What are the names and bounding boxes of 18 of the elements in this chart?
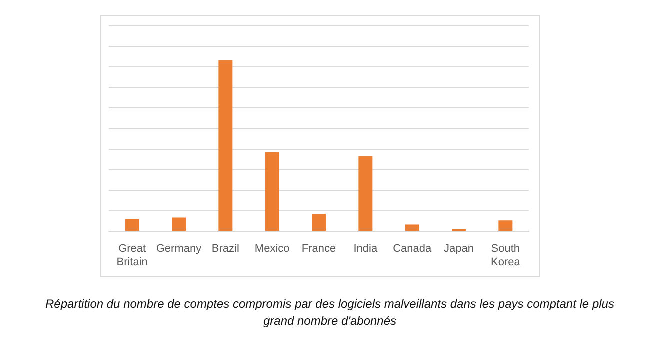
bar xyxy=(218,60,233,232)
x-tick-label: Mexico xyxy=(254,243,290,256)
bar xyxy=(312,214,326,232)
x-tick-label: Germany xyxy=(156,243,202,256)
bar xyxy=(358,156,373,232)
x-tick-label: Brazil xyxy=(212,243,240,256)
x-tick-label: Great Britain xyxy=(116,243,148,268)
x-tick-label: France xyxy=(302,243,336,256)
x-tick-label: South Korea xyxy=(490,243,522,268)
bar xyxy=(125,219,140,232)
x-tick-label: Japan xyxy=(444,243,474,256)
x-tick-label: Canada xyxy=(393,243,432,256)
text: Répartition du nombre de comptes compromis par des logiciels malveillants dans les pays comptant le plus grand nombre d'abonnés xyxy=(44,296,616,330)
bar xyxy=(405,224,420,232)
bar xyxy=(172,218,186,232)
x-tick-label: India xyxy=(354,243,378,256)
bar xyxy=(265,152,280,232)
bar xyxy=(498,220,513,232)
